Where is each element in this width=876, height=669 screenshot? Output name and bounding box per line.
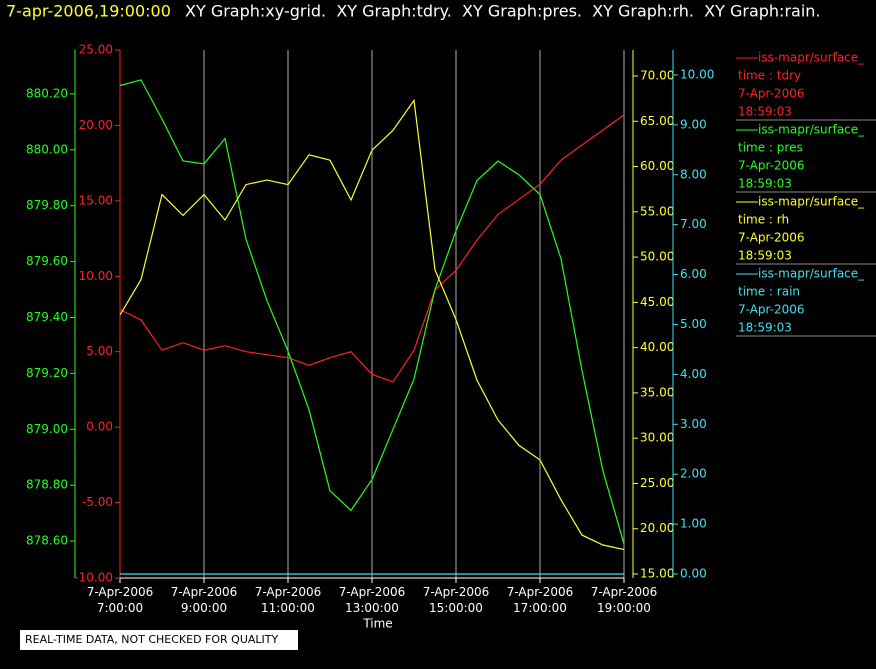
x-tick-label: 7-Apr-2006 11:00:00 [255,585,322,615]
legend-line: 7-Apr-2006 [738,159,805,173]
y-tick-label: 15.00 [79,193,113,207]
legend-line: time : tdry [738,69,801,83]
x-tick-label: 7-Apr-2006 13:00:00 [339,585,406,615]
x-axis-title: Time [362,617,392,631]
x-tick-label: 7-Apr-2006 9:00:00 [171,585,238,615]
legend-line: 7-Apr-2006 [738,87,805,101]
y-tick-label: 30.00 [640,431,674,445]
y-tick-label: 880.00 [26,142,68,156]
y-tick-label: -10.00 [74,571,113,585]
x-tick-label: 7-Apr-2006 17:00:00 [507,585,574,615]
y-tick-label: 70.00 [640,68,674,82]
y-tick-label: 2.00 [680,467,707,481]
y-tick-label: 60.00 [640,159,674,173]
note-box [20,630,298,650]
x-tick-label: 7-Apr-2006 7:00:00 [87,585,154,615]
series-line [119,114,625,383]
y-tick-label: 50.00 [640,250,674,264]
legend-line: 18:59:03 [738,105,792,119]
legend-name: iss-mapr/surface_ [758,195,865,209]
legend-name: iss-mapr/surface_ [758,51,865,65]
y-tick-label: 45.00 [640,295,674,309]
legend-line: 18:59:03 [738,249,792,263]
y-tick-label: 25.00 [79,43,113,57]
y-tick-label: 879.40 [26,310,68,324]
y-tick-label: 3.00 [680,417,707,431]
y-tick-label: 880.20 [26,86,68,100]
y-tick-label: 879.80 [26,198,68,212]
y-tick-label: 55.00 [640,204,674,218]
y-tick-label: 878.60 [26,534,68,548]
legend-line: 18:59:03 [738,321,792,335]
chart-title: XY Graph:xy-grid. XY Graph:tdry. XY Grap… [185,2,821,21]
y-tick-label: 0.00 [86,420,113,434]
y-tick-label: 879.20 [26,366,68,380]
legend-line: time : rain [738,285,800,299]
series-line [119,98,625,551]
y-tick-label: 878.80 [26,478,68,492]
y-tick-label: 15.00 [640,567,674,581]
y-tick-label: 35.00 [640,385,674,399]
y-tick-label: 879.60 [26,254,68,268]
legend-line: time : rh [738,213,789,227]
legend-line: 7-Apr-2006 [738,303,805,317]
y-tick-label: 6.00 [680,267,707,281]
y-tick-label: 20.00 [640,521,674,535]
y-tick-label: 5.00 [680,317,707,331]
y-tick-label: 8.00 [680,167,707,181]
x-tick-label: 7-Apr-2006 19:00:00 [591,585,658,615]
note: REAL-TIME DATA, NOT CHECKED FOR QUALITY [25,633,279,646]
y-tick-label: 65.00 [640,114,674,128]
legend-name: iss-mapr/surface_ [758,123,865,137]
y-tick-label: 9.00 [680,117,707,131]
y-tick-label: 4.00 [680,367,707,381]
y-tick-label: 10.00 [79,269,113,283]
y-tick-label: 1.00 [680,517,707,531]
y-tick-label: 0.00 [680,567,707,581]
series-line [119,79,625,545]
y-tick-label: 879.00 [26,422,68,436]
y-tick-label: 7.00 [680,217,707,231]
y-tick-label: 40.00 [640,340,674,354]
legend-line: time : pres [738,141,803,155]
y-tick-label: 5.00 [86,344,113,358]
y-tick-label: 25.00 [640,476,674,490]
y-tick-label: 10.00 [680,67,714,81]
y-tick-label: -5.00 [82,495,113,509]
x-tick-label: 7-Apr-2006 15:00:00 [423,585,490,615]
legend-line: 18:59:03 [738,177,792,191]
legend-line: 7-Apr-2006 [738,231,805,245]
title-time: 7-apr-2006,19:00:00 [6,2,171,21]
legend-name: iss-mapr/surface_ [758,267,865,281]
y-tick-label: 20.00 [79,118,113,132]
